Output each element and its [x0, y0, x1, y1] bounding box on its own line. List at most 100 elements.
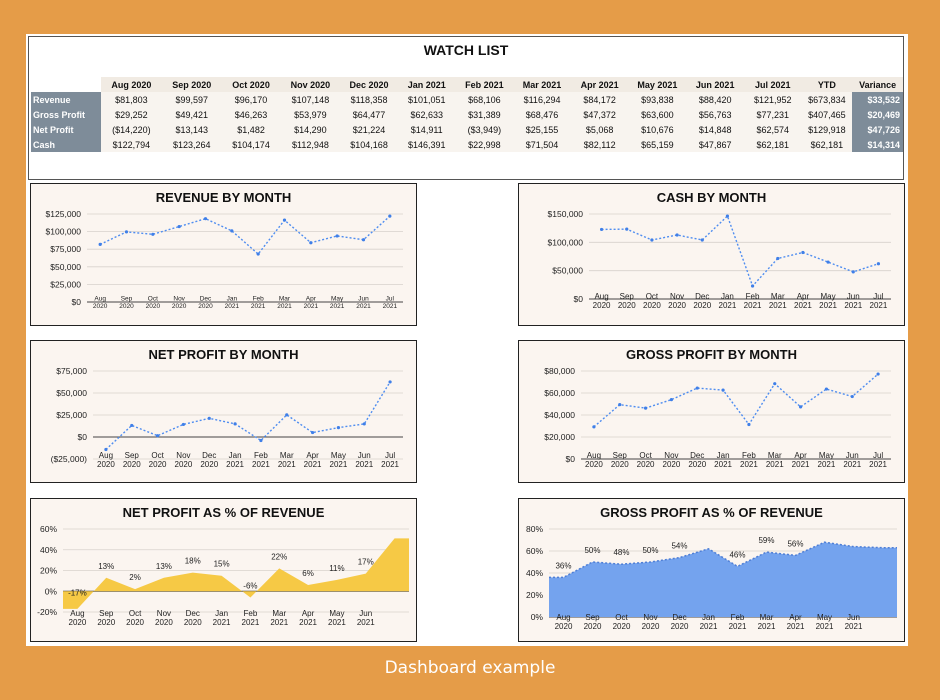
x-tick-label: Oct [148, 296, 158, 303]
y-tick-label: $25,000 [50, 279, 81, 289]
column-header: Dec 2020 [340, 77, 398, 92]
data-point [104, 447, 108, 452]
x-tick-label: 2020 [200, 460, 218, 469]
table-cell: $121,952 [744, 92, 802, 107]
watch-list-table: WATCH LIST Aug 2020 Sep 2020 Oct 2020 Nov 2… [28, 36, 904, 180]
x-tick-label: 2020 [663, 460, 681, 469]
x-tick-label: 2021 [792, 460, 810, 469]
grossprofit-chart-svg: $0$20,000$40,000$60,000$80,000Aug2020Sep… [544, 366, 891, 469]
x-tick-label: 2020 [126, 618, 144, 627]
x-tick-label: Aug [594, 292, 608, 301]
column-header: YTD [801, 77, 853, 92]
net-profit-pct-chart-panel: -20% 0% 20% 40% 60% -17% 13% 2% 13% 18% 15% -6% 22% 6… [30, 498, 417, 642]
data-point [256, 252, 260, 256]
x-tick-label: May [331, 451, 346, 460]
data-point [747, 422, 751, 427]
data-point [695, 386, 699, 390]
x-tick-label: 2020 [149, 460, 167, 469]
data-label: 50% [584, 546, 600, 555]
table-cell: $81,803 [100, 92, 163, 107]
x-tick-label: 2020 [688, 460, 706, 469]
x-tick-label: Jan [702, 613, 715, 622]
x-tick-label: Apr [797, 292, 810, 301]
y-tick-label: 40% [40, 545, 57, 555]
data-point [592, 425, 596, 429]
y-tick-label: $0 [574, 294, 584, 304]
x-tick-label: 2020 [613, 622, 631, 631]
table-cell: $68,476 [513, 107, 571, 122]
x-tick-label: Nov [176, 451, 190, 460]
x-tick-label: 2021 [355, 460, 373, 469]
x-tick-label: Jun [847, 292, 860, 301]
x-tick-label: Dec [202, 451, 216, 460]
x-tick-label: Nov [157, 609, 171, 618]
x-tick-label: 2021 [270, 618, 288, 627]
x-tick-label: 2021 [870, 301, 888, 310]
x-tick-label: Jul [873, 292, 883, 301]
x-tick-label: Sep [620, 292, 635, 301]
data-label: 13% [156, 562, 172, 571]
x-tick-label: 2020 [175, 460, 193, 469]
data-point [335, 234, 339, 238]
y-tick-label: 60% [526, 546, 543, 556]
y-tick-label: $60,000 [544, 388, 575, 398]
data-label: 22% [271, 552, 287, 561]
table-cell: $77,231 [744, 107, 802, 122]
x-tick-label: 2021 [729, 622, 747, 631]
x-tick-label: 2021 [769, 301, 787, 310]
variance-cell: $20,469 [852, 107, 903, 122]
data-point [801, 250, 805, 255]
x-tick-label: 2021 [277, 303, 292, 310]
chart-title: REVENUE BY MONTH [155, 190, 292, 205]
x-tick-label: 2020 [555, 622, 573, 631]
x-tick-label: Nov [670, 292, 684, 301]
x-tick-label: 2021 [330, 460, 348, 469]
x-tick-label: Sep [613, 451, 628, 460]
table-cell: $49,421 [162, 107, 222, 122]
data-point [130, 423, 134, 428]
data-label: 17% [358, 558, 374, 567]
x-tick-label: Nov [643, 613, 657, 622]
y-tick-label: ($25,000) [51, 454, 88, 464]
data-label: 2% [129, 573, 141, 582]
x-tick-label: 2021 [242, 618, 260, 627]
x-tick-label: Jun [359, 609, 372, 618]
table-cell: $101,051 [397, 92, 456, 107]
x-tick-label: 2020 [671, 622, 689, 631]
table-cell: $14,911 [397, 122, 456, 137]
data-point [155, 434, 160, 438]
y-tick-label: 40% [526, 568, 543, 578]
table-cell: $1,482 [221, 122, 281, 137]
table-cell: $53,979 [280, 107, 341, 122]
x-tick-label: 2021 [843, 460, 861, 469]
table-cell: ($14,220) [100, 122, 163, 137]
x-tick-label: Jul [873, 451, 883, 460]
x-tick-label: Mar [771, 292, 785, 301]
column-header: Oct 2020 [221, 77, 281, 92]
data-point [725, 214, 730, 218]
chart-title: GROSS PROFIT AS % OF REVENUE [600, 505, 823, 520]
table-cell: $29,252 [100, 107, 163, 122]
x-tick-label: 2021 [381, 460, 399, 469]
gross-profit-pct-chart-panel: 0% 20% 40% 60% 80% 36% 50% 48% 50% 54% 46% 59% 56% Au… [518, 498, 905, 642]
grosspct-outline [549, 541, 897, 579]
column-header: Jul 2021 [744, 77, 802, 92]
cash-chart-svg: $0$50,000$100,000$150,000Aug2020Sep2020O… [548, 209, 891, 310]
column-header: Nov 2020 [280, 77, 341, 92]
x-tick-label: Dec [695, 292, 709, 301]
y-tick-label: $150,000 [548, 209, 584, 219]
table-cell: $47,867 [686, 137, 745, 152]
x-tick-label: Dec [186, 609, 200, 618]
x-tick-label: 2020 [97, 460, 115, 469]
x-tick-label: 2021 [787, 622, 805, 631]
gross-profit-chart-panel: $0 $20,000 $40,000 $60,000 $80,000 Aug 2020 Sep… [518, 340, 905, 483]
data-point [824, 387, 829, 391]
x-tick-label: 2020 [172, 303, 187, 310]
x-tick-label: May [817, 613, 832, 622]
x-tick-label: 2021 [816, 622, 834, 631]
data-point [876, 372, 880, 376]
x-tick-label: 2020 [693, 301, 711, 310]
table-cell: $25,155 [513, 122, 571, 137]
data-point [750, 284, 755, 288]
y-tick-label: 20% [526, 590, 543, 600]
